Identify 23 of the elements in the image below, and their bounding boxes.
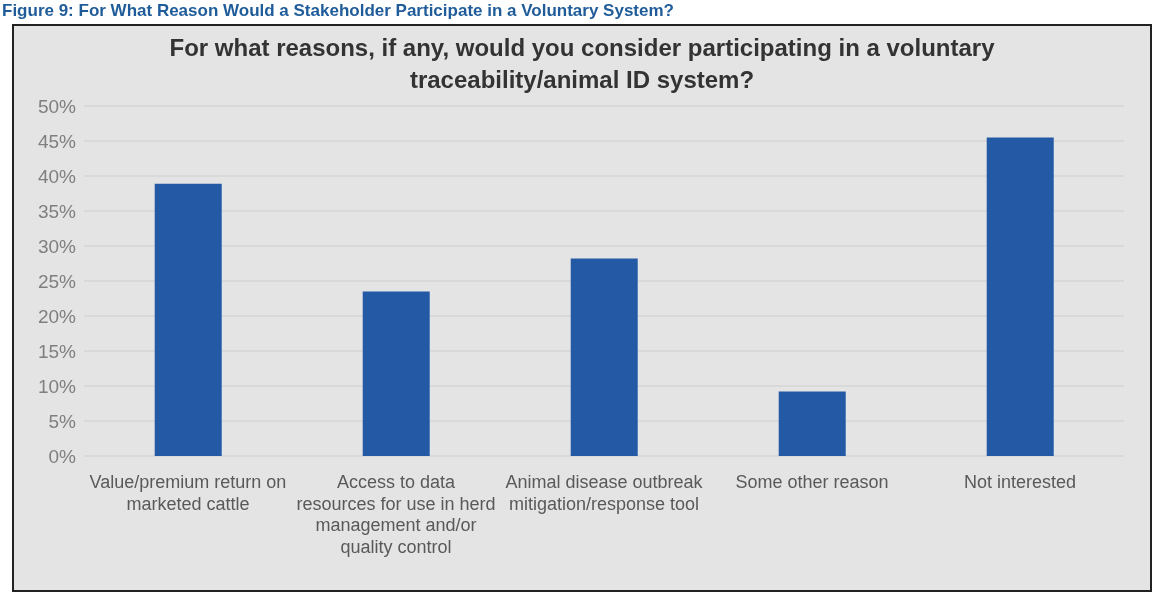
bar [154,183,222,456]
y-tick-label: 10% [37,375,77,397]
chart-title: For what reasons, if any, would you consider participating in a voluntary traceability/animal ID system? [168,33,996,95]
y-tick-label: 35% [37,200,77,222]
y-tick-label: 15% [37,340,77,362]
y-tick-label: 50% [37,95,77,117]
y-tick-label: 30% [37,235,77,257]
y-tick-label: 40% [37,165,77,187]
y-tick-label: 45% [37,130,77,152]
bar [362,291,430,456]
x-tick-label: Some other reason [735,472,889,493]
y-tick-label: 5% [48,410,77,432]
y-tick-label: 0% [48,445,77,467]
y-tick-label: 25% [37,270,77,292]
bar [570,258,638,456]
bar [778,391,846,456]
x-tick-label: Value/premium return on marketed cattle [89,472,287,514]
y-tick-label: 20% [37,305,77,327]
x-tick-label: Not interested [963,472,1077,493]
x-tick-label: Access to data resources for use in herd management and/or quality control [296,472,496,557]
caption: Figure 9: For What Reason Would a Stakeholder Participate in a Voluntary System? [1,0,675,22]
bar [986,137,1054,456]
x-tick-label: Animal disease outbreak mitigation/response tool [505,472,704,514]
